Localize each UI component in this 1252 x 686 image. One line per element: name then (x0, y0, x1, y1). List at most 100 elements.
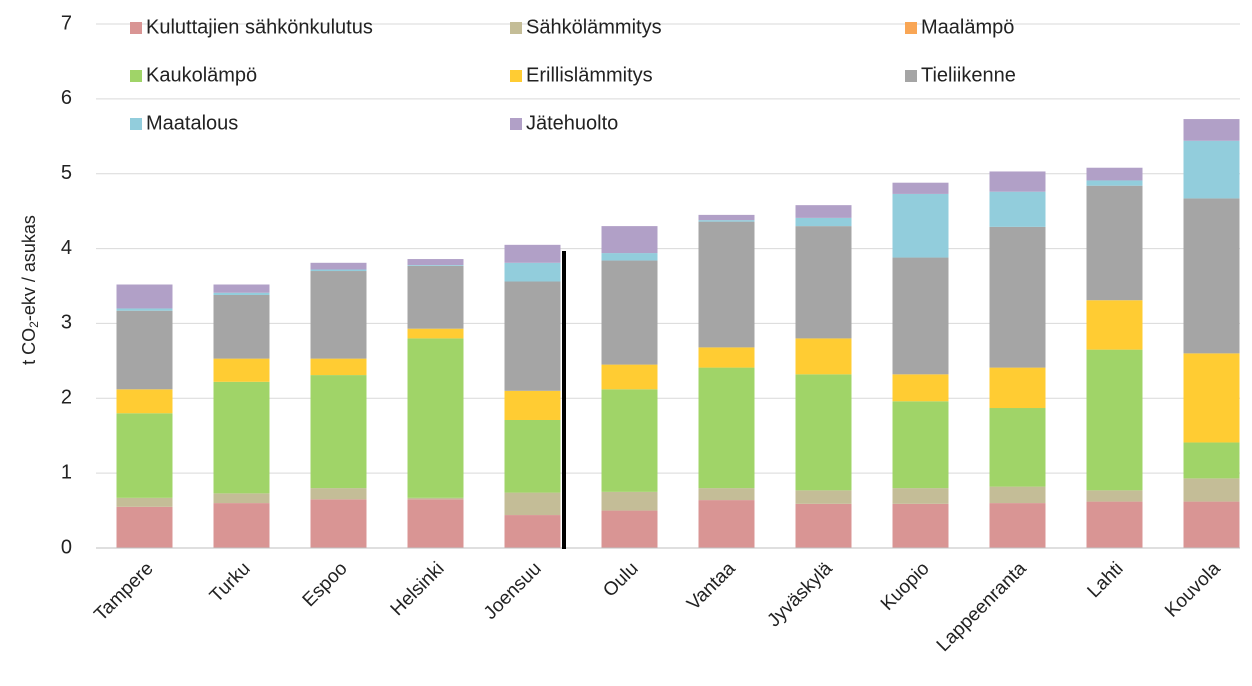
legend-label: Sähkölämmitys (526, 16, 662, 38)
x-tick-label: Lahti (1084, 558, 1128, 602)
legend-swatch (130, 70, 142, 82)
y-tick-label: 2 (61, 387, 72, 409)
x-tick-label: Kuopio (877, 558, 934, 615)
bar-segment (213, 284, 270, 293)
legend-swatch (510, 22, 522, 34)
bar-segment (310, 271, 367, 359)
y-tick-label: 3 (61, 312, 72, 334)
legend-label: Erillislämmitys (526, 64, 653, 86)
bar-segment (892, 193, 949, 258)
bar-segment (601, 253, 658, 261)
legend-swatch (130, 118, 142, 130)
bar-segment (989, 191, 1046, 227)
bar-segment (116, 310, 173, 390)
bar-segment (407, 499, 464, 548)
bar-segment (1086, 167, 1143, 181)
legend-swatch (905, 70, 917, 82)
bar-segment (1086, 490, 1143, 502)
bar-segment (116, 389, 173, 414)
legend-label: Maalämpö (921, 16, 1014, 38)
bar-segment (698, 500, 755, 548)
bar-segment (989, 226, 1046, 368)
bar-segment (601, 491, 658, 511)
bar-segment (698, 347, 755, 368)
bar-segment (1183, 478, 1240, 502)
bar-segment (1086, 349, 1143, 491)
bar-segment (601, 260, 658, 365)
bar-segment (1086, 185, 1143, 301)
bar-segment (504, 419, 561, 493)
bar-segment (310, 499, 367, 548)
bar-segment (989, 171, 1046, 192)
bar-segment (698, 220, 755, 222)
y-label-prefix: t CO (19, 328, 39, 365)
bar-segment (116, 497, 173, 507)
bar-segment (407, 265, 464, 266)
bar-segment (116, 284, 173, 309)
y-tick-label: 5 (61, 162, 72, 184)
bar-segment (1183, 198, 1240, 354)
bar-segment (213, 358, 270, 382)
bar-segment (310, 262, 367, 270)
x-tick-label: Helsinki (387, 558, 449, 620)
bar-segment (1183, 501, 1240, 548)
bar-segment (1086, 501, 1143, 548)
y-tick-label: 1 (61, 461, 72, 483)
bar-segment (1183, 442, 1240, 479)
bar-segment (795, 503, 852, 548)
bar-segment (213, 503, 270, 548)
bar-segment (892, 257, 949, 375)
legend-swatch (510, 70, 522, 82)
bar-segment (601, 510, 658, 548)
bar-segment (213, 493, 270, 504)
x-tick-label: Tampere (90, 558, 157, 625)
x-tick-label: Kouvola (1161, 558, 1225, 622)
bar-segment (601, 364, 658, 390)
y-axis-label: t CO2-ekv / asukas (19, 215, 41, 365)
bar-segment (795, 217, 852, 227)
bar-segment (310, 269, 367, 272)
x-tick-label: Turku (206, 558, 255, 607)
bar-segment (116, 308, 173, 311)
bar-segment (795, 338, 852, 375)
bar-segment (601, 226, 658, 254)
bar-segment (1183, 353, 1240, 443)
legend-label: Maatalous (146, 112, 238, 134)
bar-segment (892, 374, 949, 402)
bar-segment (310, 358, 367, 376)
y-tick-label: 7 (61, 12, 72, 34)
bar-segment (989, 486, 1046, 504)
bar-segment (504, 515, 561, 548)
bar-segment (698, 214, 755, 221)
bar-segment (310, 375, 367, 489)
y-tick-label: 0 (61, 536, 72, 558)
bar-segment (116, 506, 173, 548)
bar-segment (504, 390, 561, 420)
legend-label: Kaukolämpö (146, 64, 257, 86)
legend-swatch (130, 22, 142, 34)
bar-segment (504, 262, 561, 282)
legend-label: Jätehuolto (526, 112, 618, 134)
x-tick-label: Lappeenranta (933, 558, 1031, 656)
bar-segment (504, 281, 561, 391)
y-label-sub: 2 (27, 321, 41, 328)
bar-segment (795, 226, 852, 339)
bar-segment (116, 413, 173, 498)
bar-segment (892, 488, 949, 504)
legend-swatch (905, 22, 917, 34)
bar-segment (601, 389, 658, 492)
bar-segment (1183, 140, 1240, 199)
x-tick-label: Joensuu (480, 558, 546, 624)
legend-label: Kuluttajien sähkönkulutus (146, 16, 373, 38)
bar-segment (310, 488, 367, 500)
bar-segment (698, 367, 755, 489)
bar-segment (1183, 119, 1240, 141)
bar-segment (407, 259, 464, 266)
y-label-suffix: -ekv / asukas (19, 215, 39, 321)
bar-segment (892, 503, 949, 548)
bar-segment (892, 182, 949, 194)
bar-segment (213, 381, 270, 494)
bar-segment (407, 265, 464, 329)
